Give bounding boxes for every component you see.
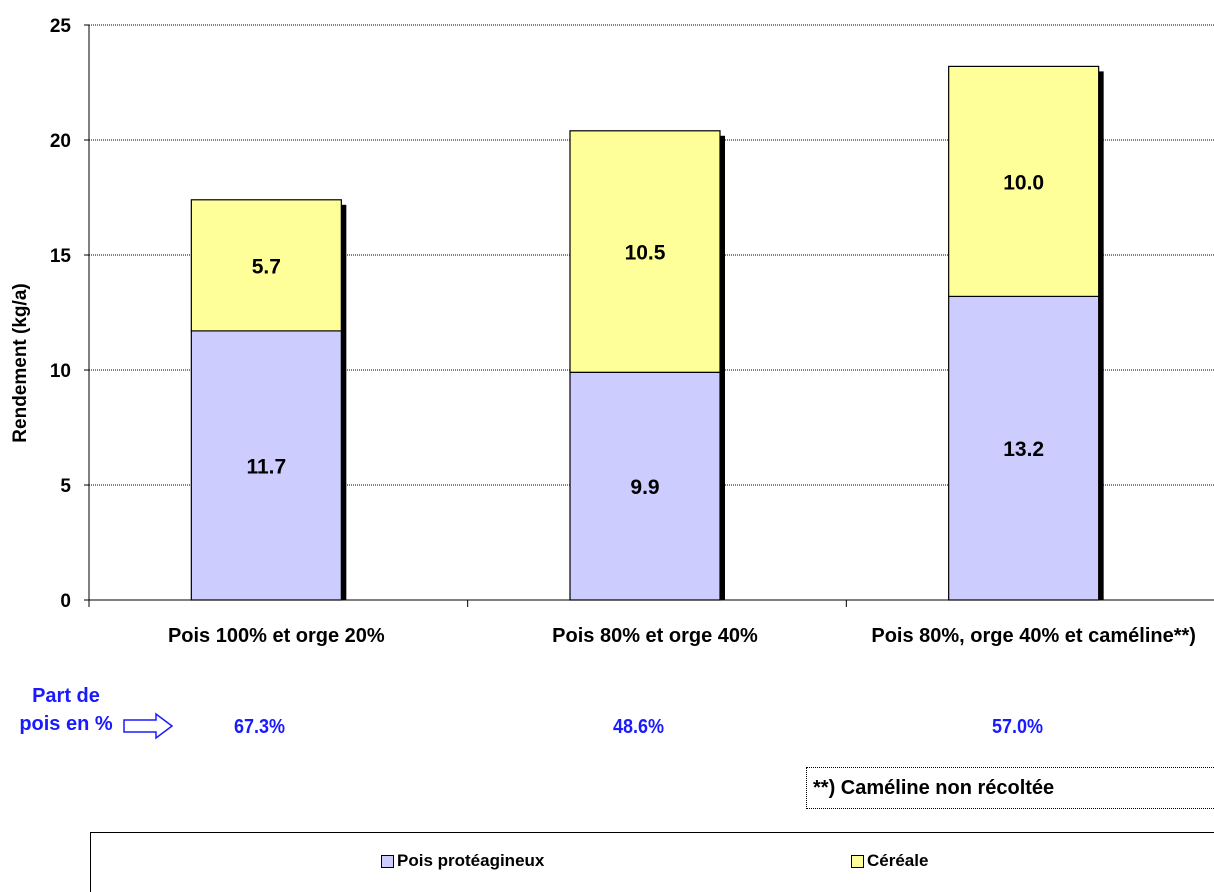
y-tick-label-20: 20 (50, 131, 71, 152)
pea-share-value-0: 67.3% (234, 716, 286, 738)
pea-share-value-2: 57.0% (991, 716, 1043, 738)
y-tick-label-25: 25 (50, 16, 72, 37)
y-axis-label: Rendement (kg/a) (10, 283, 31, 442)
bar-pois-2 (948, 295, 1100, 601)
right-arrow-icon (123, 712, 174, 740)
bar-cereale-1 (569, 130, 721, 373)
legend-swatch-cereale (851, 854, 864, 868)
pea-share-label-line2: pois en % (19, 713, 113, 735)
category-label-2: Pois 80%, orge 40% et caméline**) (871, 625, 1196, 647)
legend-item-pois: Pois protéagineux (381, 851, 544, 871)
bar-cereale-0 (190, 199, 342, 332)
legend-item-cereale: Céréale (851, 851, 928, 871)
data-label-0-2: 13.2 (1003, 438, 1044, 461)
legend-swatch-pois (381, 854, 394, 868)
category-label-1: Pois 80% et orge 40% (552, 625, 758, 647)
y-tick-label-10: 10 (50, 361, 71, 382)
bar-pois-1 (569, 371, 721, 601)
data-label-1-1: 10.5 (625, 242, 666, 265)
bar-pois-0 (190, 330, 342, 601)
pea-share-value-1: 48.6% (613, 716, 665, 738)
y-tick-label-5: 5 (60, 476, 71, 497)
legend: Pois protéagineux Céréale (90, 832, 1214, 892)
data-label-0-0: 11.7 (246, 455, 286, 478)
data-label-1-2: 10.0 (1003, 171, 1044, 194)
legend-label-pois: Pois protéagineux (397, 851, 545, 870)
data-label-0-1: 9.9 (630, 476, 659, 499)
y-tick-label-0: 0 (60, 591, 71, 612)
stacked-bar-chart: 11.7 5.7 9.9 10.5 13.2 10.0 0 5 10 15 20 25 Pois 10… (10, 16, 1214, 647)
footnote-text: **) Caméline non récoltée (813, 777, 1055, 799)
bar-cereale-2 (948, 65, 1100, 298)
bars: 11.7 5.7 9.9 10.5 13.2 10.0 (190, 65, 1104, 601)
y-tick-label-15: 15 (50, 246, 72, 267)
axes: 0 5 10 15 20 25 Pois 100% et orge 20% Pois 80% … (50, 16, 1214, 647)
data-label-1-0: 5.7 (252, 255, 281, 278)
footnote-box: **) Caméline non récoltée (806, 767, 1214, 809)
legend-label-cereale: Céréale (867, 851, 929, 870)
pea-share-label-line1: Part de (32, 685, 100, 707)
pea-share-label: Part de pois en % (14, 682, 118, 738)
category-label-0: Pois 100% et orge 20% (168, 625, 385, 647)
